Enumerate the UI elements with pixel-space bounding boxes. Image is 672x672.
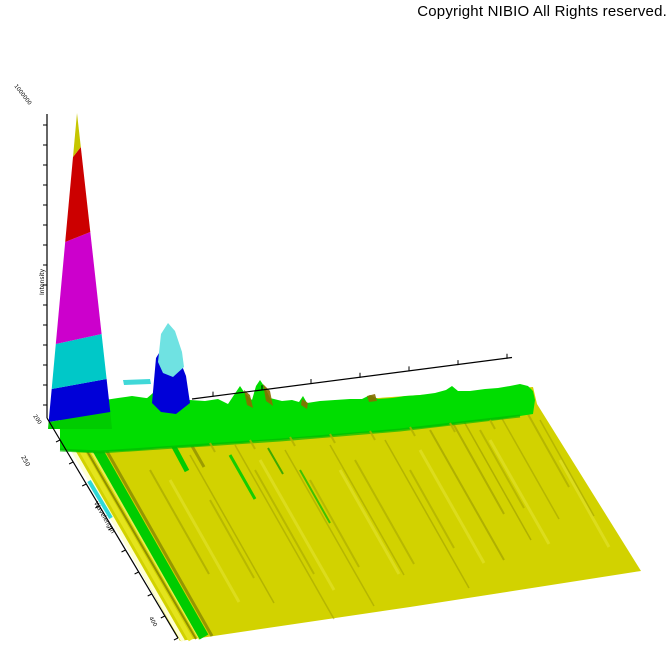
wavelength-tick-label: 250 [19, 455, 31, 469]
wavelength-axis [46, 417, 179, 639]
wavelength-axis-ticks [173, 637, 179, 641]
wavelength-axis-ticks [147, 593, 152, 597]
edge-stripe-highlight [54, 420, 185, 642]
edge-cyan-segment [87, 479, 113, 520]
wavelength-axis-ticks [108, 527, 113, 531]
band-tooth [249, 439, 256, 450]
minor-peak-shadow [244, 390, 253, 408]
band-tooth [489, 419, 496, 430]
floor-streak-dark [429, 429, 505, 561]
front-peak-cyan-band [51, 334, 107, 389]
minor-peak-shadow [367, 394, 377, 402]
band-tooth [449, 422, 456, 433]
floor-streak-dark [449, 417, 505, 515]
wavelength-axis-ticks [95, 505, 100, 509]
band-tooth [329, 433, 336, 444]
band-tooth [289, 436, 296, 447]
wavelength-axis-ticks [68, 461, 74, 465]
edge-ridge-green [75, 416, 209, 640]
floor-green-streak [267, 447, 284, 475]
floor-streak-dark [499, 414, 560, 520]
band-tooth [409, 426, 416, 437]
front-peak-yellow-tip [73, 113, 81, 157]
back-green-band [60, 380, 535, 452]
z-axis-title: Intensity [39, 268, 46, 295]
z-axis-max-label: 1000000 [12, 84, 32, 107]
edge-stripe-olive [68, 419, 197, 640]
floor-streak-light [558, 459, 611, 548]
front-peak-red-band [65, 147, 91, 242]
front-peak-blue-band [48, 379, 111, 422]
edge-stripe-olive2 [86, 417, 214, 637]
front-peak-green-band [48, 412, 112, 429]
floor-streak-dark [189, 454, 275, 604]
floor-streak-dark [329, 444, 405, 576]
floor-streak-light [258, 459, 336, 591]
wavelength-axis-ticks [81, 483, 87, 487]
second-peak-cyan-cap [158, 323, 184, 377]
floor-streak-dark [384, 439, 470, 589]
front-peak-magenta-band [55, 232, 102, 344]
edge-stripe-yellow [61, 418, 194, 642]
floor-streak-light [338, 469, 401, 575]
wavelength-axis-ticks [55, 439, 61, 443]
floor-streak-dark [284, 449, 375, 607]
time-axis [191, 356, 513, 400]
wavelength-axis-ticks [121, 549, 126, 553]
floor-streak-dark [234, 444, 335, 620]
floor-streak-dark [309, 479, 360, 568]
floor-streak-dark [479, 429, 525, 509]
floor-streak-dark [539, 419, 595, 517]
copyright-text: Copyright NIBIO All Rights reserved. [417, 3, 667, 20]
floor-streak-dark [461, 417, 532, 541]
floor-streak-dark [354, 459, 415, 565]
floor-streak-dark [209, 499, 255, 579]
band-bottom-shade [59, 414, 521, 454]
floor-streak-dark [254, 469, 315, 575]
floor-green-streak [228, 454, 257, 500]
minor-peak-shadow [301, 399, 308, 409]
floor-streak-dark [149, 469, 210, 575]
floor-streak-dark [409, 469, 455, 549]
band-tooth [369, 430, 376, 441]
cyan-sliver [123, 379, 151, 385]
floor-green-streak [299, 469, 331, 524]
floor-streak-light [168, 479, 241, 603]
wavelength-tick-label: 400 [147, 616, 158, 629]
wavelength-axis-ticks [134, 571, 139, 575]
floor-streak-light [418, 449, 486, 564]
floor-streak-light [488, 439, 551, 545]
band-tooth [209, 442, 216, 453]
wavelength-tick-label: 200 [31, 414, 42, 426]
wavelength-axis-ticks [160, 615, 166, 619]
